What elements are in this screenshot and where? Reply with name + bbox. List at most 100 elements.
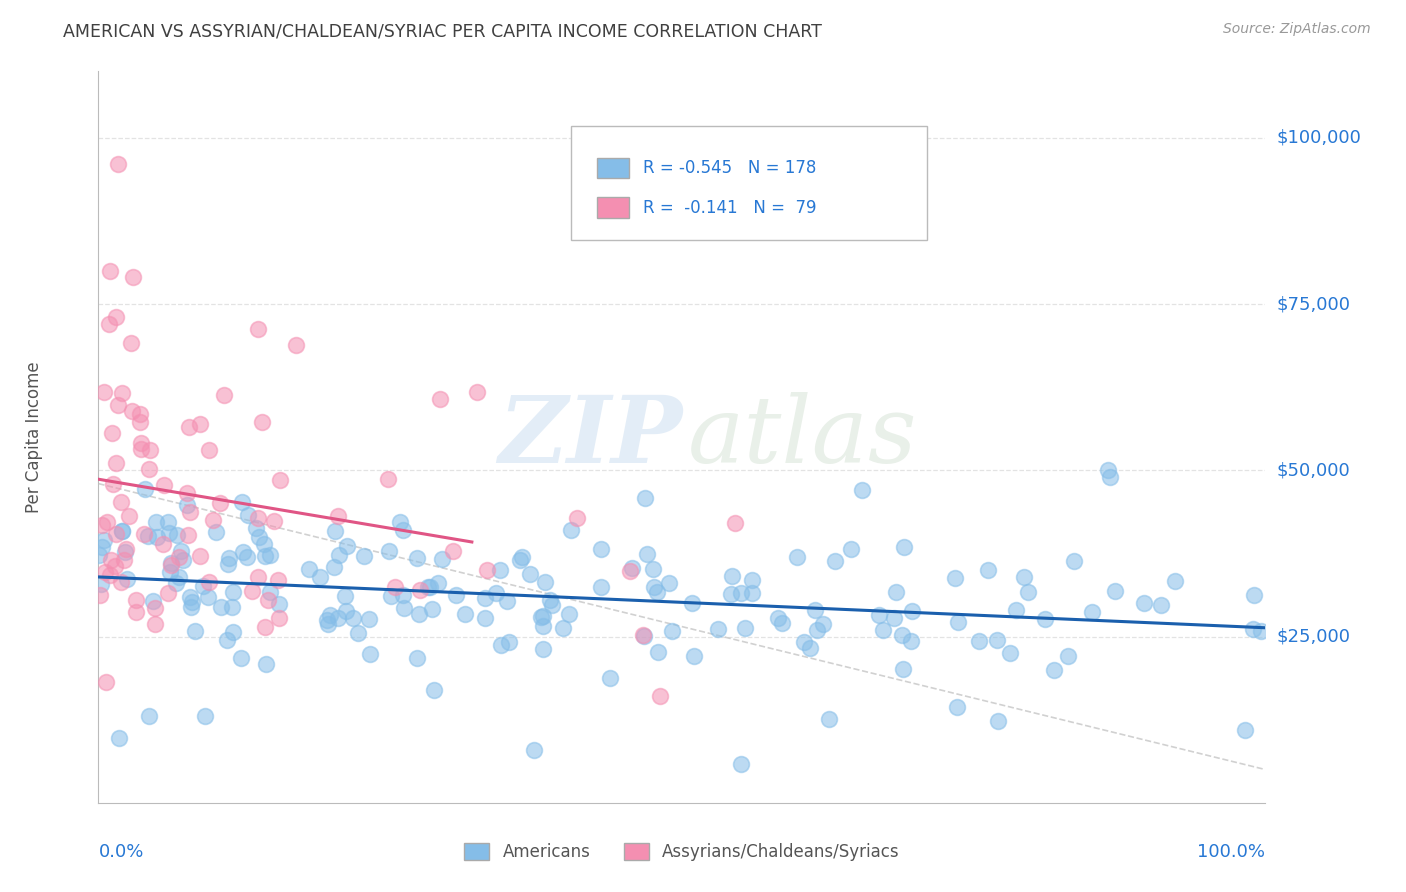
Point — [104, 310, 127, 325]
Point — [146, 530, 169, 544]
Point — [734, 621, 756, 635]
Point — [198, 443, 221, 458]
Point — [1104, 583, 1126, 598]
Point — [326, 508, 349, 523]
Point — [360, 647, 382, 661]
Point — [91, 540, 114, 554]
Point — [467, 385, 489, 400]
Point — [839, 541, 862, 556]
Point — [531, 609, 554, 624]
Point — [730, 756, 752, 771]
Point — [105, 526, 128, 541]
Point — [388, 515, 411, 529]
Point — [806, 624, 828, 638]
Point — [120, 336, 142, 351]
Point — [205, 525, 228, 540]
Point — [153, 478, 176, 492]
Point — [342, 611, 364, 625]
Point — [409, 583, 432, 598]
Point — [115, 572, 138, 586]
Point — [245, 521, 267, 535]
Point — [132, 527, 155, 541]
Point — [253, 549, 276, 563]
Point — [110, 574, 132, 589]
Text: AMERICAN VS ASSYRIAN/CHALDEAN/SYRIAC PER CAPITA INCOME CORRELATION CHART: AMERICAN VS ASSYRIAN/CHALDEAN/SYRIAC PER… — [63, 22, 823, 40]
Point — [129, 415, 152, 429]
Point — [509, 553, 531, 567]
Point — [1080, 605, 1102, 619]
Point — [477, 563, 499, 577]
Point — [558, 607, 581, 622]
Point — [804, 603, 827, 617]
Point — [172, 553, 194, 567]
Point — [263, 514, 285, 528]
Point — [496, 594, 519, 608]
Point — [193, 579, 215, 593]
Point — [179, 591, 201, 605]
Point — [201, 512, 224, 526]
Point — [193, 709, 215, 723]
Point — [267, 573, 290, 587]
Point — [222, 624, 245, 639]
Point — [222, 585, 245, 599]
FancyBboxPatch shape — [596, 197, 630, 218]
Point — [167, 549, 190, 564]
Point — [392, 523, 415, 537]
Point — [232, 544, 254, 558]
Text: $75,000: $75,000 — [1277, 295, 1351, 313]
Point — [101, 425, 124, 440]
Point — [1017, 585, 1039, 599]
Point — [1033, 612, 1056, 626]
Point — [883, 610, 905, 624]
Text: $25,000: $25,000 — [1277, 628, 1351, 646]
Point — [741, 574, 763, 588]
Point — [97, 317, 120, 331]
Point — [122, 270, 145, 285]
Point — [429, 392, 451, 407]
Point — [384, 580, 406, 594]
Point — [347, 625, 370, 640]
Point — [967, 633, 990, 648]
Point — [316, 617, 339, 632]
Point — [560, 523, 582, 537]
Point — [236, 549, 259, 564]
Point — [157, 515, 180, 529]
Point — [720, 569, 742, 583]
Point — [488, 563, 510, 577]
Point — [328, 548, 350, 562]
Point — [166, 528, 188, 542]
Point — [309, 569, 332, 583]
Point — [599, 671, 621, 685]
Point — [143, 617, 166, 632]
Point — [90, 576, 112, 591]
Point — [766, 611, 789, 625]
Text: R = -0.545   N = 178: R = -0.545 N = 178 — [644, 159, 817, 178]
Point — [179, 420, 201, 434]
Point — [946, 700, 969, 714]
Point — [315, 613, 337, 627]
Point — [188, 549, 211, 563]
Point — [441, 543, 464, 558]
Point — [530, 609, 553, 624]
Point — [380, 589, 402, 603]
Point — [156, 586, 179, 600]
Point — [298, 562, 321, 576]
Point — [1005, 603, 1028, 617]
Point — [1163, 574, 1185, 589]
Point — [107, 157, 129, 171]
Point — [619, 565, 641, 579]
Point — [531, 619, 554, 633]
Point — [246, 322, 269, 336]
Text: atlas: atlas — [688, 392, 917, 482]
Point — [138, 709, 160, 723]
Text: Source: ZipAtlas.com: Source: ZipAtlas.com — [1223, 22, 1371, 37]
Point — [240, 583, 263, 598]
Point — [145, 515, 167, 529]
FancyBboxPatch shape — [571, 126, 927, 240]
Point — [427, 576, 450, 591]
Point — [269, 597, 291, 611]
Point — [377, 472, 399, 486]
Point — [254, 619, 277, 633]
Point — [259, 585, 281, 599]
Point — [353, 549, 375, 564]
